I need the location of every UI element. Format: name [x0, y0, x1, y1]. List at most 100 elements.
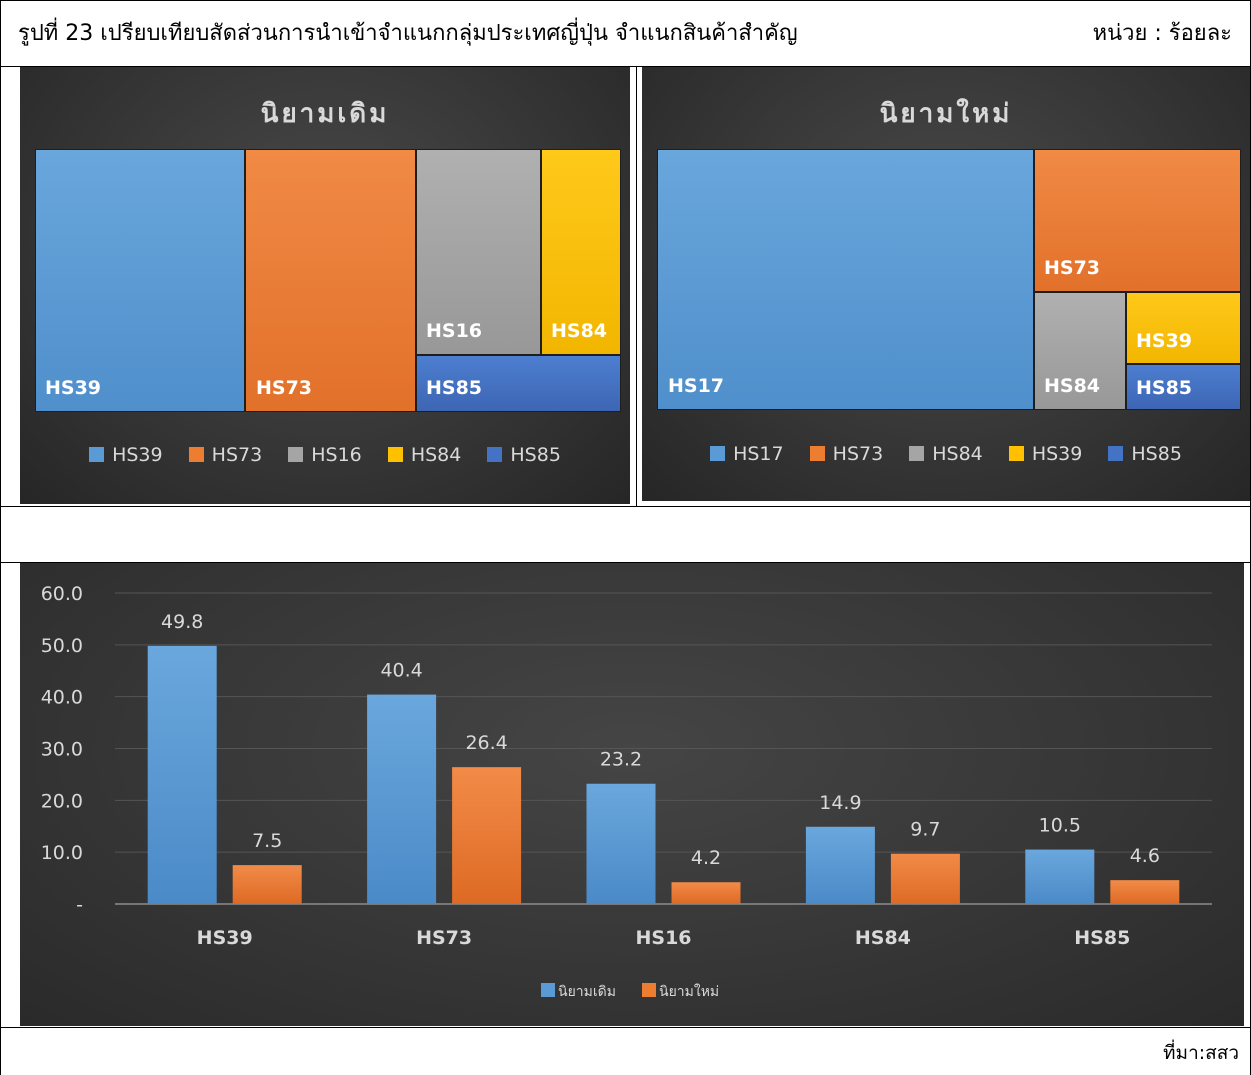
legend-swatch	[387, 447, 403, 462]
treemap-new-legend: HS17 HS73 HS84 HS39 HS85	[642, 443, 1250, 465]
y-tick-label: 40.0	[41, 687, 83, 709]
treemap-new-label-5: HS85	[1136, 377, 1193, 399]
data-label: 23.2	[600, 749, 642, 771]
border-top	[0, 0, 1251, 1]
data-label: 4.6	[1130, 845, 1160, 867]
y-tick-label: 60.0	[41, 583, 83, 605]
data-label: 4.2	[691, 847, 721, 869]
x-tick-label: HS85	[1074, 927, 1130, 949]
x-tick-label: HS84	[855, 927, 911, 949]
bar-HS85-2	[1110, 880, 1180, 904]
bar-HS73-1	[367, 694, 437, 904]
bar-chart-panel: - 10.0 20.0 30.0 40.0 50.0 60.0 49.8 7.5 HS39 40.4…	[20, 563, 1244, 1026]
treemap-new-tile-5	[1126, 364, 1241, 410]
treemap-new-label-2: HS73	[1044, 257, 1101, 279]
y-tick-label: 10.0	[41, 842, 83, 864]
bar-HS16-2	[671, 882, 741, 904]
legend-swatch	[288, 447, 304, 462]
legend-label: HS84	[932, 443, 983, 465]
divider-spacer	[0, 562, 1251, 563]
treemap-old-tile-2	[245, 149, 416, 412]
legend-swatch	[909, 446, 925, 461]
y-tick-label: 20.0	[41, 790, 83, 812]
legend-label: HS17	[733, 443, 784, 465]
treemap-new-label-1: HS17	[668, 375, 725, 397]
x-tick-label: HS39	[197, 927, 253, 949]
treemap-old-tile-5	[416, 355, 621, 412]
treemap-new-tile-2	[1034, 149, 1241, 292]
treemap-old-tile-4	[541, 149, 621, 355]
treemap-new-label-3: HS84	[1044, 375, 1101, 397]
legend-swatch	[188, 447, 204, 462]
legend-label: HS85	[1131, 443, 1182, 465]
y-tick-label: -	[76, 894, 83, 916]
legend-item: HS85	[1108, 443, 1182, 465]
caption-unit: หน่วย : ร้อยละ	[1092, 21, 1232, 46]
y-tick-label: 30.0	[41, 739, 83, 761]
treemap-old-label-3: HS16	[426, 320, 483, 342]
bar-HS39-2	[232, 865, 302, 904]
treemap-old-label-5: HS85	[426, 377, 483, 399]
data-label: 40.4	[380, 660, 422, 682]
legend-label: HS16	[311, 444, 362, 466]
treemap-old-tile-1	[35, 149, 245, 412]
border-left	[0, 0, 1, 1075]
data-label: 14.9	[819, 792, 861, 814]
legend-item: HS84	[387, 444, 462, 466]
treemap-old-title: นิยามเดิม	[260, 99, 390, 129]
bar-HS16-1	[586, 783, 656, 904]
legend-label: นิยามใหม่	[659, 983, 719, 1000]
legend-item: HS16	[288, 444, 362, 466]
legend-swatch	[1108, 446, 1124, 461]
legend-item: HS73	[809, 443, 884, 465]
treemap-new-definition: นิยามใหม่ HS17 HS73 HS84 HS39 HS85 HS17 …	[642, 67, 1250, 501]
legend-item: HS85	[487, 444, 561, 466]
legend-item: HS17	[710, 443, 784, 465]
data-label: 7.5	[252, 830, 282, 852]
data-label: 49.8	[161, 611, 203, 633]
bar-HS73-2	[452, 767, 522, 904]
figure-caption: รูปที่ 23 เปรียบเทียบสัดส่วนการนำเข้าจำแ…	[18, 14, 1238, 54]
treemap-old-legend: HS39 HS73 HS16 HS84 HS85	[20, 444, 630, 466]
legend-item: HS73	[188, 444, 263, 466]
legend-swatch	[809, 446, 825, 461]
treemap-old-definition: นิยามเดิม HS39 HS73 HS16 HS84 HS85 HS39 …	[20, 67, 630, 504]
y-tick-label: 50.0	[41, 635, 83, 657]
x-tick-label: HS73	[416, 927, 472, 949]
bar-chart: - 10.0 20.0 30.0 40.0 50.0 60.0 49.8 7.5 HS39 40.4…	[41, 583, 1212, 1000]
legend-swatch	[710, 446, 726, 461]
bar-HS84-1	[805, 826, 875, 904]
divider-caption	[0, 66, 1251, 67]
legend-label: HS73	[832, 443, 884, 465]
legend-swatch	[642, 983, 656, 997]
legend-label: HS39	[1031, 443, 1083, 465]
caption-title: รูปที่ 23 เปรียบเทียบสัดส่วนการนำเข้าจำแ…	[18, 21, 798, 46]
legend-swatch	[487, 447, 503, 462]
legend-swatch	[1008, 446, 1024, 461]
divider-vertical	[636, 66, 637, 506]
treemap-old-tile-3	[416, 149, 541, 355]
legend-label: HS39	[112, 444, 163, 466]
legend-label: HS85	[510, 444, 561, 466]
legend-label: HS73	[211, 444, 263, 466]
data-label: 26.4	[465, 732, 507, 754]
data-label: 10.5	[1039, 815, 1081, 837]
legend-swatch	[541, 983, 555, 997]
divider-bar	[0, 1027, 1251, 1028]
treemap-old-label-2: HS73	[256, 377, 313, 399]
legend-item: HS84	[909, 443, 983, 465]
bar-HS84-2	[890, 853, 960, 904]
treemap-new-tile-1	[657, 149, 1034, 410]
legend-label: HS84	[410, 444, 462, 466]
treemap-new-label-4: HS39	[1136, 330, 1193, 352]
legend-label: นิยามเดิม	[558, 984, 616, 1000]
divider-treemaps	[0, 506, 1251, 507]
legend-item: HS39	[1008, 443, 1083, 465]
treemap-new-tile-4	[1126, 292, 1241, 364]
legend-swatch	[89, 447, 105, 462]
treemap-old-label-4: HS84	[551, 320, 608, 342]
x-tick-label: HS16	[635, 927, 691, 949]
treemap-new-tile-3	[1034, 292, 1126, 410]
treemap-old-label-1: HS39	[45, 377, 102, 399]
source-note: ที่มา:สสว	[1163, 1042, 1239, 1064]
